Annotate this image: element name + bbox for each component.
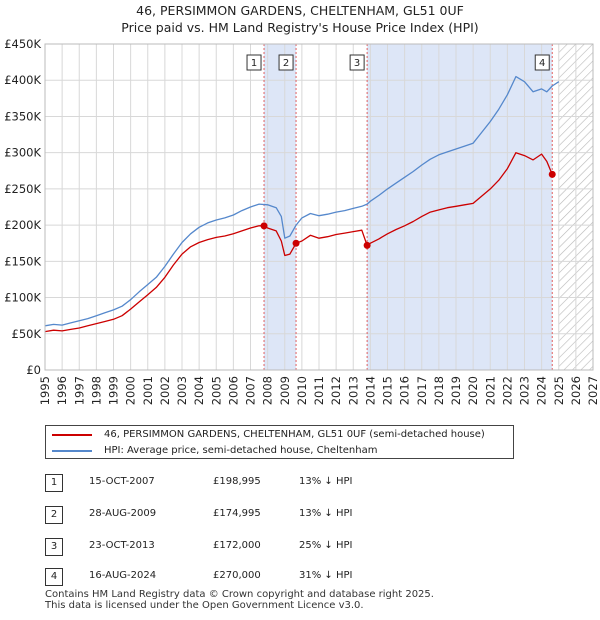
x-tick-label: 2024 xyxy=(535,376,549,405)
table-row: 3 23-OCT-2013 £172,000 25% ↓ HPI xyxy=(45,538,445,556)
x-tick-label: 2022 xyxy=(500,376,514,405)
x-tick-label: 2016 xyxy=(398,376,412,405)
y-tick-label: £350K xyxy=(4,109,41,123)
x-tick-label: 2027 xyxy=(586,376,600,405)
x-tick-label: 2020 xyxy=(466,376,480,405)
chart-title-line-1: 46, PERSIMMON GARDENS, CHELTENHAM, GL51 … xyxy=(136,3,464,18)
y-tick-label: £250K xyxy=(4,182,41,196)
sale-marker-box xyxy=(246,54,262,71)
legend-swatch-hpi xyxy=(52,450,92,452)
x-tick-label: 2014 xyxy=(363,376,377,405)
sale-number-badge: 3 xyxy=(45,538,63,556)
x-tick-label: 2005 xyxy=(209,376,223,405)
legend-swatch-property xyxy=(52,434,92,436)
sale-price: £174,995 xyxy=(213,508,261,519)
sale-marker-box xyxy=(534,54,550,71)
table-row: 1 15-OCT-2007 £198,995 13% ↓ HPI xyxy=(45,474,445,492)
x-tick-label: 1995 xyxy=(38,376,52,405)
sale-hpi-diff: 13% ↓ HPI xyxy=(299,508,353,519)
x-tick-label: 1999 xyxy=(107,376,121,405)
x-tick-label: 2001 xyxy=(141,376,155,405)
x-tick-label: 2007 xyxy=(244,376,258,405)
x-tick-label: 2000 xyxy=(124,376,138,405)
price-chart: 1 2 3 4 £0 £50K £100K £150K £200K £250K £300K £350… xyxy=(4,37,600,405)
sale-price: £270,000 xyxy=(213,570,261,581)
legend: 46, PERSIMMON GARDENS, CHELTENHAM, GL51 … xyxy=(45,425,514,459)
sale-date: 16-AUG-2024 xyxy=(89,570,157,581)
sale-point xyxy=(292,239,300,247)
sale-point xyxy=(260,222,268,230)
x-tick-label: 2006 xyxy=(226,376,240,405)
legend-label-hpi: HPI: Average price, semi-detached house,… xyxy=(104,445,378,456)
shaded-region xyxy=(264,44,297,370)
chart-title-line-2: Price paid vs. HM Land Registry's House … xyxy=(121,20,479,35)
sale-marker-label: 2 xyxy=(283,58,289,69)
sale-marker-label: 1 xyxy=(251,58,257,69)
x-tick-label: 2025 xyxy=(552,376,566,405)
sale-point xyxy=(363,241,371,249)
sale-date: 23-OCT-2013 xyxy=(89,540,155,551)
footer-line-1: Contains HM Land Registry data © Crown c… xyxy=(45,589,434,600)
y-tick-label: £300K xyxy=(4,146,41,160)
x-tick-label: 2013 xyxy=(346,376,360,405)
x-tick-label: 1997 xyxy=(72,376,86,405)
y-tick-label: £450K xyxy=(4,37,41,51)
table-row: 2 28-AUG-2009 £174,995 13% ↓ HPI xyxy=(45,506,445,524)
sale-point xyxy=(548,170,556,178)
x-tick-label: 2003 xyxy=(175,376,189,405)
y-tick-label: £0 xyxy=(26,363,41,377)
sale-marker-label: 4 xyxy=(539,58,545,69)
sale-hpi-diff: 13% ↓ HPI xyxy=(299,476,353,487)
sale-number-badge: 2 xyxy=(45,506,63,524)
x-tick-label: 2021 xyxy=(483,376,497,405)
x-tick-label: 2026 xyxy=(569,376,583,405)
x-tick-label: 2004 xyxy=(192,376,206,405)
sale-date: 28-AUG-2009 xyxy=(89,508,157,519)
x-tick-label: 2012 xyxy=(329,376,343,405)
x-tick-label: 2015 xyxy=(381,376,395,405)
y-tick-label: £200K xyxy=(4,218,41,232)
x-tick-label: 2010 xyxy=(295,376,309,405)
sale-price: £198,995 xyxy=(213,476,261,487)
x-tick-label: 2017 xyxy=(415,376,429,405)
sale-marker-box xyxy=(278,54,294,71)
sale-hpi-diff: 25% ↓ HPI xyxy=(299,540,353,551)
footer-line-2: This data is licensed under the Open Gov… xyxy=(45,600,364,611)
y-tick-label: £150K xyxy=(4,254,41,268)
x-tick-label: 1996 xyxy=(55,376,69,405)
table-row: 4 16-AUG-2024 £270,000 31% ↓ HPI xyxy=(45,568,445,586)
x-tick-label: 2019 xyxy=(449,376,463,405)
y-tick-label: £100K xyxy=(4,291,41,305)
legend-label-property: 46, PERSIMMON GARDENS, CHELTENHAM, GL51 … xyxy=(104,429,485,440)
sale-hpi-diff: 31% ↓ HPI xyxy=(299,570,353,581)
chart-title: 46, PERSIMMON GARDENS, CHELTENHAM, GL51 … xyxy=(0,2,600,36)
x-tick-label: 1998 xyxy=(89,376,103,405)
sale-price: £172,000 xyxy=(213,540,261,551)
sale-number-badge: 1 xyxy=(45,474,63,492)
x-tick-label: 2009 xyxy=(278,376,292,405)
sale-number-badge: 4 xyxy=(45,568,63,586)
y-tick-label: £50K xyxy=(12,327,42,341)
x-tick-label: 2008 xyxy=(261,376,275,405)
plot-frame xyxy=(44,43,594,371)
hpi-line xyxy=(44,75,560,327)
x-tick-label: 2018 xyxy=(432,376,446,405)
x-tick-label: 2011 xyxy=(312,376,326,405)
sale-date: 15-OCT-2007 xyxy=(89,476,155,487)
sale-marker-box xyxy=(349,54,365,71)
x-tick-label: 2002 xyxy=(158,376,172,405)
footer-attribution: Contains HM Land Registry data © Crown c… xyxy=(45,589,434,611)
sale-marker-label: 3 xyxy=(354,58,360,69)
shaded-region xyxy=(367,44,553,370)
x-tick-label: 2023 xyxy=(518,376,532,405)
y-tick-label: £400K xyxy=(4,73,41,87)
